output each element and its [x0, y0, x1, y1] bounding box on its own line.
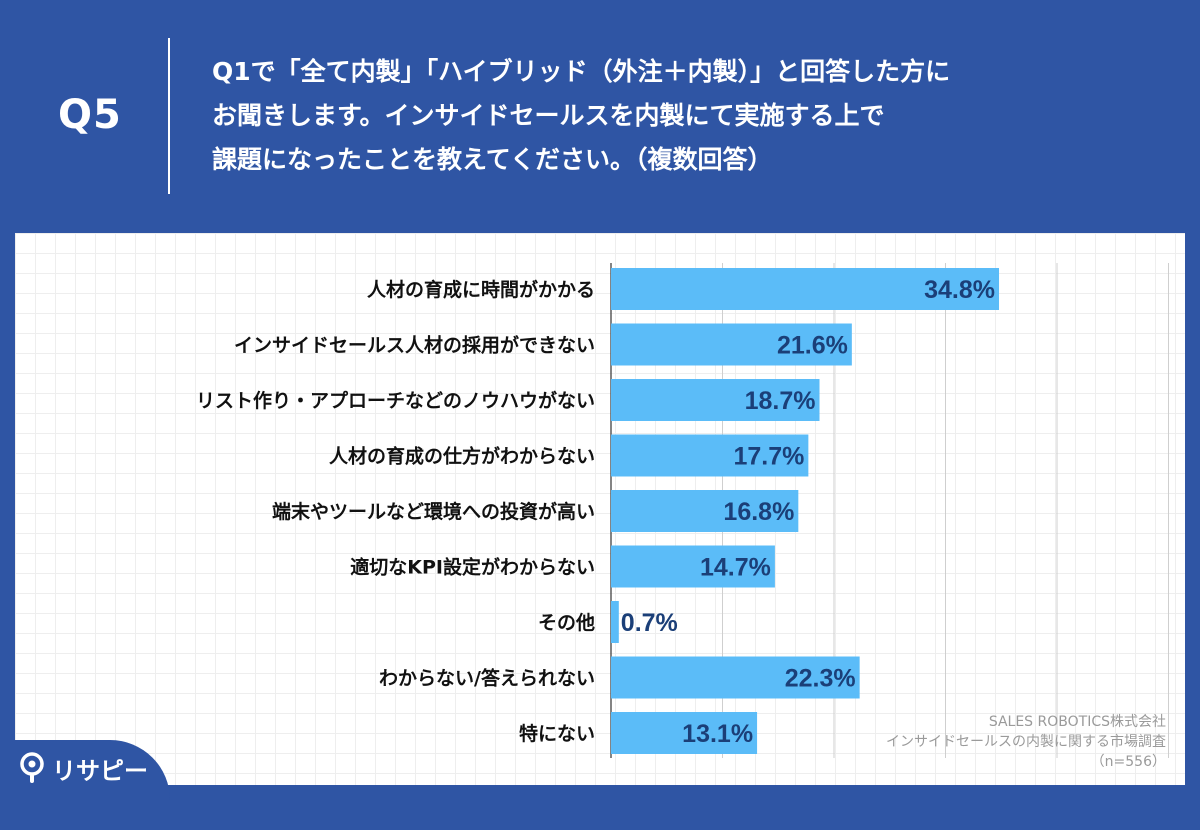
brand-logo: リサピー: [18, 748, 148, 788]
value-label: 14.7%: [700, 554, 771, 582]
category-label: 人材の育成に時間がかかる: [367, 278, 595, 301]
brand-name: リサピー: [52, 756, 148, 785]
bar: [611, 712, 758, 754]
category-label: 人材の育成の仕方がわからない: [329, 445, 595, 468]
question-line-2: お聞きします。インサイドセールスを内製にて実施する上で: [212, 101, 885, 130]
bar: [611, 268, 1000, 310]
bar: [611, 379, 820, 421]
category-label: その他: [538, 611, 595, 634]
pin-icon: [20, 752, 44, 783]
header: Q5 Q1で「全て内製」「ハイブリッド（外注＋内製）」と回答した方に お聞きしま…: [0, 0, 1200, 230]
category-label: インサイドセールス人材の採用ができない: [234, 334, 595, 357]
value-label: 13.1%: [682, 720, 753, 748]
category-label: リスト作り・アプローチなどのノウハウがない: [196, 389, 595, 412]
category-label: 端末やツールなど環境への投資が高い: [272, 500, 595, 523]
bar: [611, 601, 619, 643]
source-company: SALES ROBOTICS株式会社: [988, 714, 1166, 730]
value-label: 18.7%: [745, 387, 816, 415]
value-label: 22.3%: [785, 665, 856, 693]
question-line-3: 課題になったことを教えてください。（複数回答）: [212, 145, 773, 174]
question-number: Q5: [58, 92, 122, 138]
value-label: 0.7%: [621, 609, 678, 637]
value-label: 16.8%: [723, 498, 794, 526]
source-note: SALES ROBOTICS株式会社 インサイドセールスの内製に関する市場調査 …: [886, 712, 1166, 772]
bar: [611, 323, 852, 366]
question-text: Q1で「全て内製」「ハイブリッド（外注＋内製）」と回答した方に お聞きします。イ…: [212, 50, 1172, 182]
header-divider: [168, 38, 170, 194]
value-label: 17.7%: [733, 443, 804, 471]
bar: [611, 656, 860, 699]
value-label: 34.8%: [924, 276, 995, 304]
bar: [611, 434, 809, 477]
category-label: 特にない: [519, 723, 595, 745]
bar: [611, 545, 775, 588]
source-survey: インサイドセールスの内製に関する市場調査: [886, 734, 1166, 750]
bar: [611, 490, 799, 532]
question-line-1: Q1で「全て内製」「ハイブリッド（外注＋内製）」と回答した方に: [212, 57, 951, 86]
bar-chart: 人材の育成に時間がかかる 34.8% インサイドセールス人材の採用ができない 21.6…: [196, 263, 1169, 758]
chart-panel: 人材の育成に時間がかかる 34.8% インサイドセールス人材の採用ができない 21.6…: [15, 233, 1185, 785]
category-label: わからない/答えられない: [379, 667, 595, 690]
category-label: 適切なKPI設定がわからない: [350, 556, 595, 579]
value-label: 21.6%: [777, 332, 848, 360]
source-sample: （n=556）: [1090, 754, 1166, 770]
